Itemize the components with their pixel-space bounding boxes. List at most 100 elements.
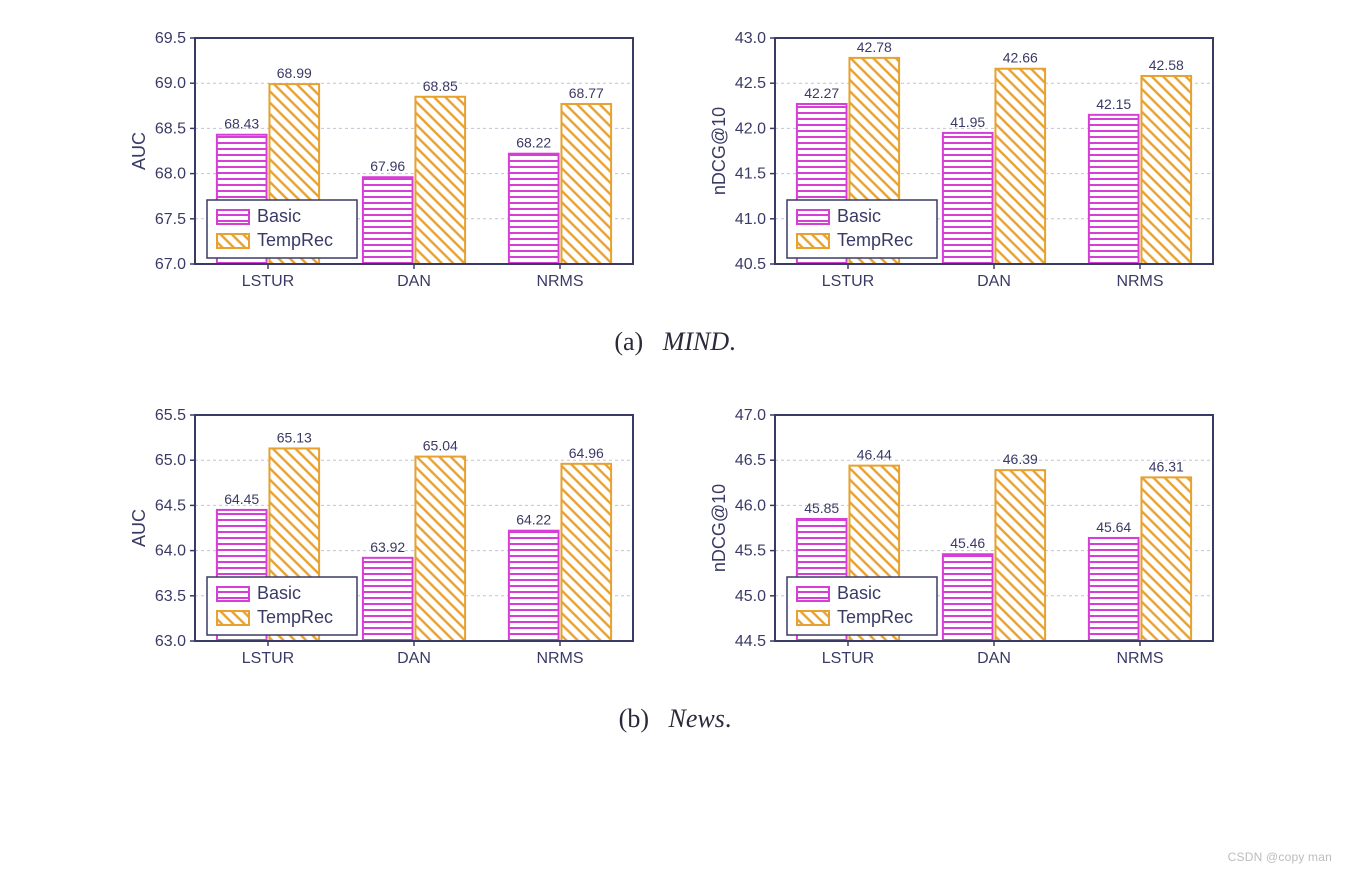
legend-label: Basic — [257, 206, 301, 226]
y-tick-label: 63.0 — [155, 633, 186, 650]
legend-label: TempRec — [257, 230, 333, 250]
y-tick-label: 69.0 — [155, 75, 186, 92]
bar-value-label: 68.99 — [277, 65, 312, 81]
bar-value-label: 64.45 — [224, 491, 259, 507]
legend-swatch-basic — [217, 587, 249, 601]
bar-value-label: 41.95 — [950, 114, 985, 130]
x-tick-label: NRMS — [536, 650, 583, 667]
chart-svg: 42.2742.78LSTUR41.9542.66DAN42.1542.58NR… — [705, 20, 1225, 300]
bar-value-label: 46.44 — [857, 447, 892, 463]
bar-temprec — [561, 464, 611, 641]
legend-swatch-basic — [797, 587, 829, 601]
y-axis-label: nDCG@10 — [709, 484, 729, 572]
bar-value-label: 42.15 — [1096, 96, 1131, 112]
chart-svg: 45.8546.44LSTUR45.4646.39DAN45.6446.31NR… — [705, 397, 1225, 677]
legend-label: TempRec — [837, 607, 913, 627]
bar-basic — [509, 531, 559, 641]
bar-value-label: 67.96 — [370, 158, 405, 174]
y-tick-label: 65.5 — [155, 407, 186, 424]
chart-news-auc: 64.45 65.13 LSTUR 63.92 65.04 DAN 64.22 64.96 NR… — [125, 397, 645, 682]
bar-temprec — [995, 470, 1045, 641]
bar-value-label: 64.96 — [569, 445, 604, 461]
bar-value-label: 65.13 — [277, 429, 312, 445]
legend-label: TempRec — [837, 230, 913, 250]
bar-value-label: 45.85 — [804, 500, 839, 516]
legend-label: TempRec — [257, 607, 333, 627]
x-tick-label: DAN — [397, 273, 431, 290]
y-tick-label: 46.0 — [735, 497, 766, 514]
chart-svg: 64.45 65.13 LSTUR 63.92 65.04 DAN 64.22 64.96 NR… — [125, 397, 645, 677]
bar-basic — [363, 177, 413, 264]
bar-value-label: 42.27 — [804, 85, 839, 101]
x-tick-label: DAN — [977, 650, 1011, 667]
bar-value-label: 45.46 — [950, 535, 985, 551]
caption-b-paren: (b) — [619, 704, 649, 733]
bar-basic — [943, 133, 993, 264]
chart-svg: 68.4368.99LSTUR67.9668.85DAN68.2268.77NR… — [125, 20, 645, 300]
x-tick-label: DAN — [397, 650, 431, 667]
y-tick-label: 46.5 — [735, 452, 766, 469]
bar-value-label: 46.39 — [1003, 451, 1038, 467]
bar-temprec — [1141, 76, 1191, 264]
bar-value-label: 46.31 — [1149, 458, 1184, 474]
bar-value-label: 42.66 — [1003, 50, 1038, 66]
y-tick-label: 44.5 — [735, 633, 766, 650]
y-axis-label: AUC — [129, 509, 149, 547]
y-tick-label: 40.5 — [735, 256, 766, 273]
x-tick-label: DAN — [977, 273, 1011, 290]
bar-basic — [363, 558, 413, 641]
bar-basic — [943, 554, 993, 641]
caption-b: (b) News. — [40, 704, 1310, 734]
caption-a-trail: . — [729, 327, 736, 356]
y-tick-label: 64.5 — [155, 497, 186, 514]
bar-value-label: 63.92 — [370, 539, 405, 555]
y-tick-label: 41.0 — [735, 211, 766, 228]
bar-value-label: 65.04 — [423, 438, 458, 454]
bar-value-label: 64.22 — [516, 512, 551, 528]
x-tick-label: NRMS — [536, 273, 583, 290]
chart-mind-auc: 68.4368.99LSTUR67.9668.85DAN68.2268.77NR… — [125, 20, 645, 305]
y-tick-label: 68.0 — [155, 166, 186, 183]
y-tick-label: 67.0 — [155, 256, 186, 273]
caption-b-label: News — [668, 704, 724, 733]
bar-temprec — [1141, 477, 1191, 641]
chart-mind-ndcg: 42.2742.78LSTUR41.9542.66DAN42.1542.58NR… — [705, 20, 1225, 305]
caption-b-trail: . — [725, 704, 732, 733]
y-axis-label: nDCG@10 — [709, 107, 729, 195]
y-tick-label: 69.5 — [155, 30, 186, 47]
row-mind: 68.4368.99LSTUR67.9668.85DAN68.2268.77NR… — [40, 20, 1310, 305]
legend-label: Basic — [837, 583, 881, 603]
y-tick-label: 45.5 — [735, 543, 766, 560]
caption-a: (a) MIND. — [40, 327, 1310, 357]
bar-temprec — [995, 69, 1045, 264]
y-tick-label: 68.5 — [155, 120, 186, 137]
bar-value-label: 68.22 — [516, 135, 551, 151]
legend-swatch-temprec — [797, 234, 829, 248]
bar-value-label: 42.78 — [857, 39, 892, 55]
y-tick-label: 67.5 — [155, 211, 186, 228]
figure-grid: 68.43 68.99 LSTUR 67.96 68.85 DAN 68.22 68.77 NR… — [40, 20, 1310, 764]
bar-temprec — [415, 97, 465, 264]
watermark: CSDN @copy man — [1228, 850, 1332, 864]
bar-value-label: 68.43 — [224, 116, 259, 132]
y-tick-label: 43.0 — [735, 30, 766, 47]
y-tick-label: 41.5 — [735, 166, 766, 183]
y-tick-label: 45.0 — [735, 588, 766, 605]
legend-swatch-basic — [797, 210, 829, 224]
chart-news-ndcg: 45.8546.44LSTUR45.4646.39DAN45.6446.31NR… — [705, 397, 1225, 682]
bar-temprec — [561, 104, 611, 264]
bar-value-label: 42.58 — [1149, 57, 1184, 73]
bar-value-label: 45.64 — [1096, 519, 1131, 535]
legend-label: Basic — [257, 583, 301, 603]
caption-a-paren: (a) — [614, 327, 643, 356]
y-tick-label: 64.0 — [155, 543, 186, 560]
legend-label: Basic — [837, 206, 881, 226]
row-news: 64.45 65.13 LSTUR 63.92 65.04 DAN 64.22 64.96 NR… — [40, 397, 1310, 682]
y-axis-label: AUC — [129, 132, 149, 170]
x-tick-label: LSTUR — [242, 650, 294, 667]
x-tick-label: NRMS — [1116, 273, 1163, 290]
y-tick-label: 63.5 — [155, 588, 186, 605]
bar-value-label: 68.85 — [423, 78, 458, 94]
y-tick-label: 65.0 — [155, 452, 186, 469]
bar-value-label: 68.77 — [569, 85, 604, 101]
